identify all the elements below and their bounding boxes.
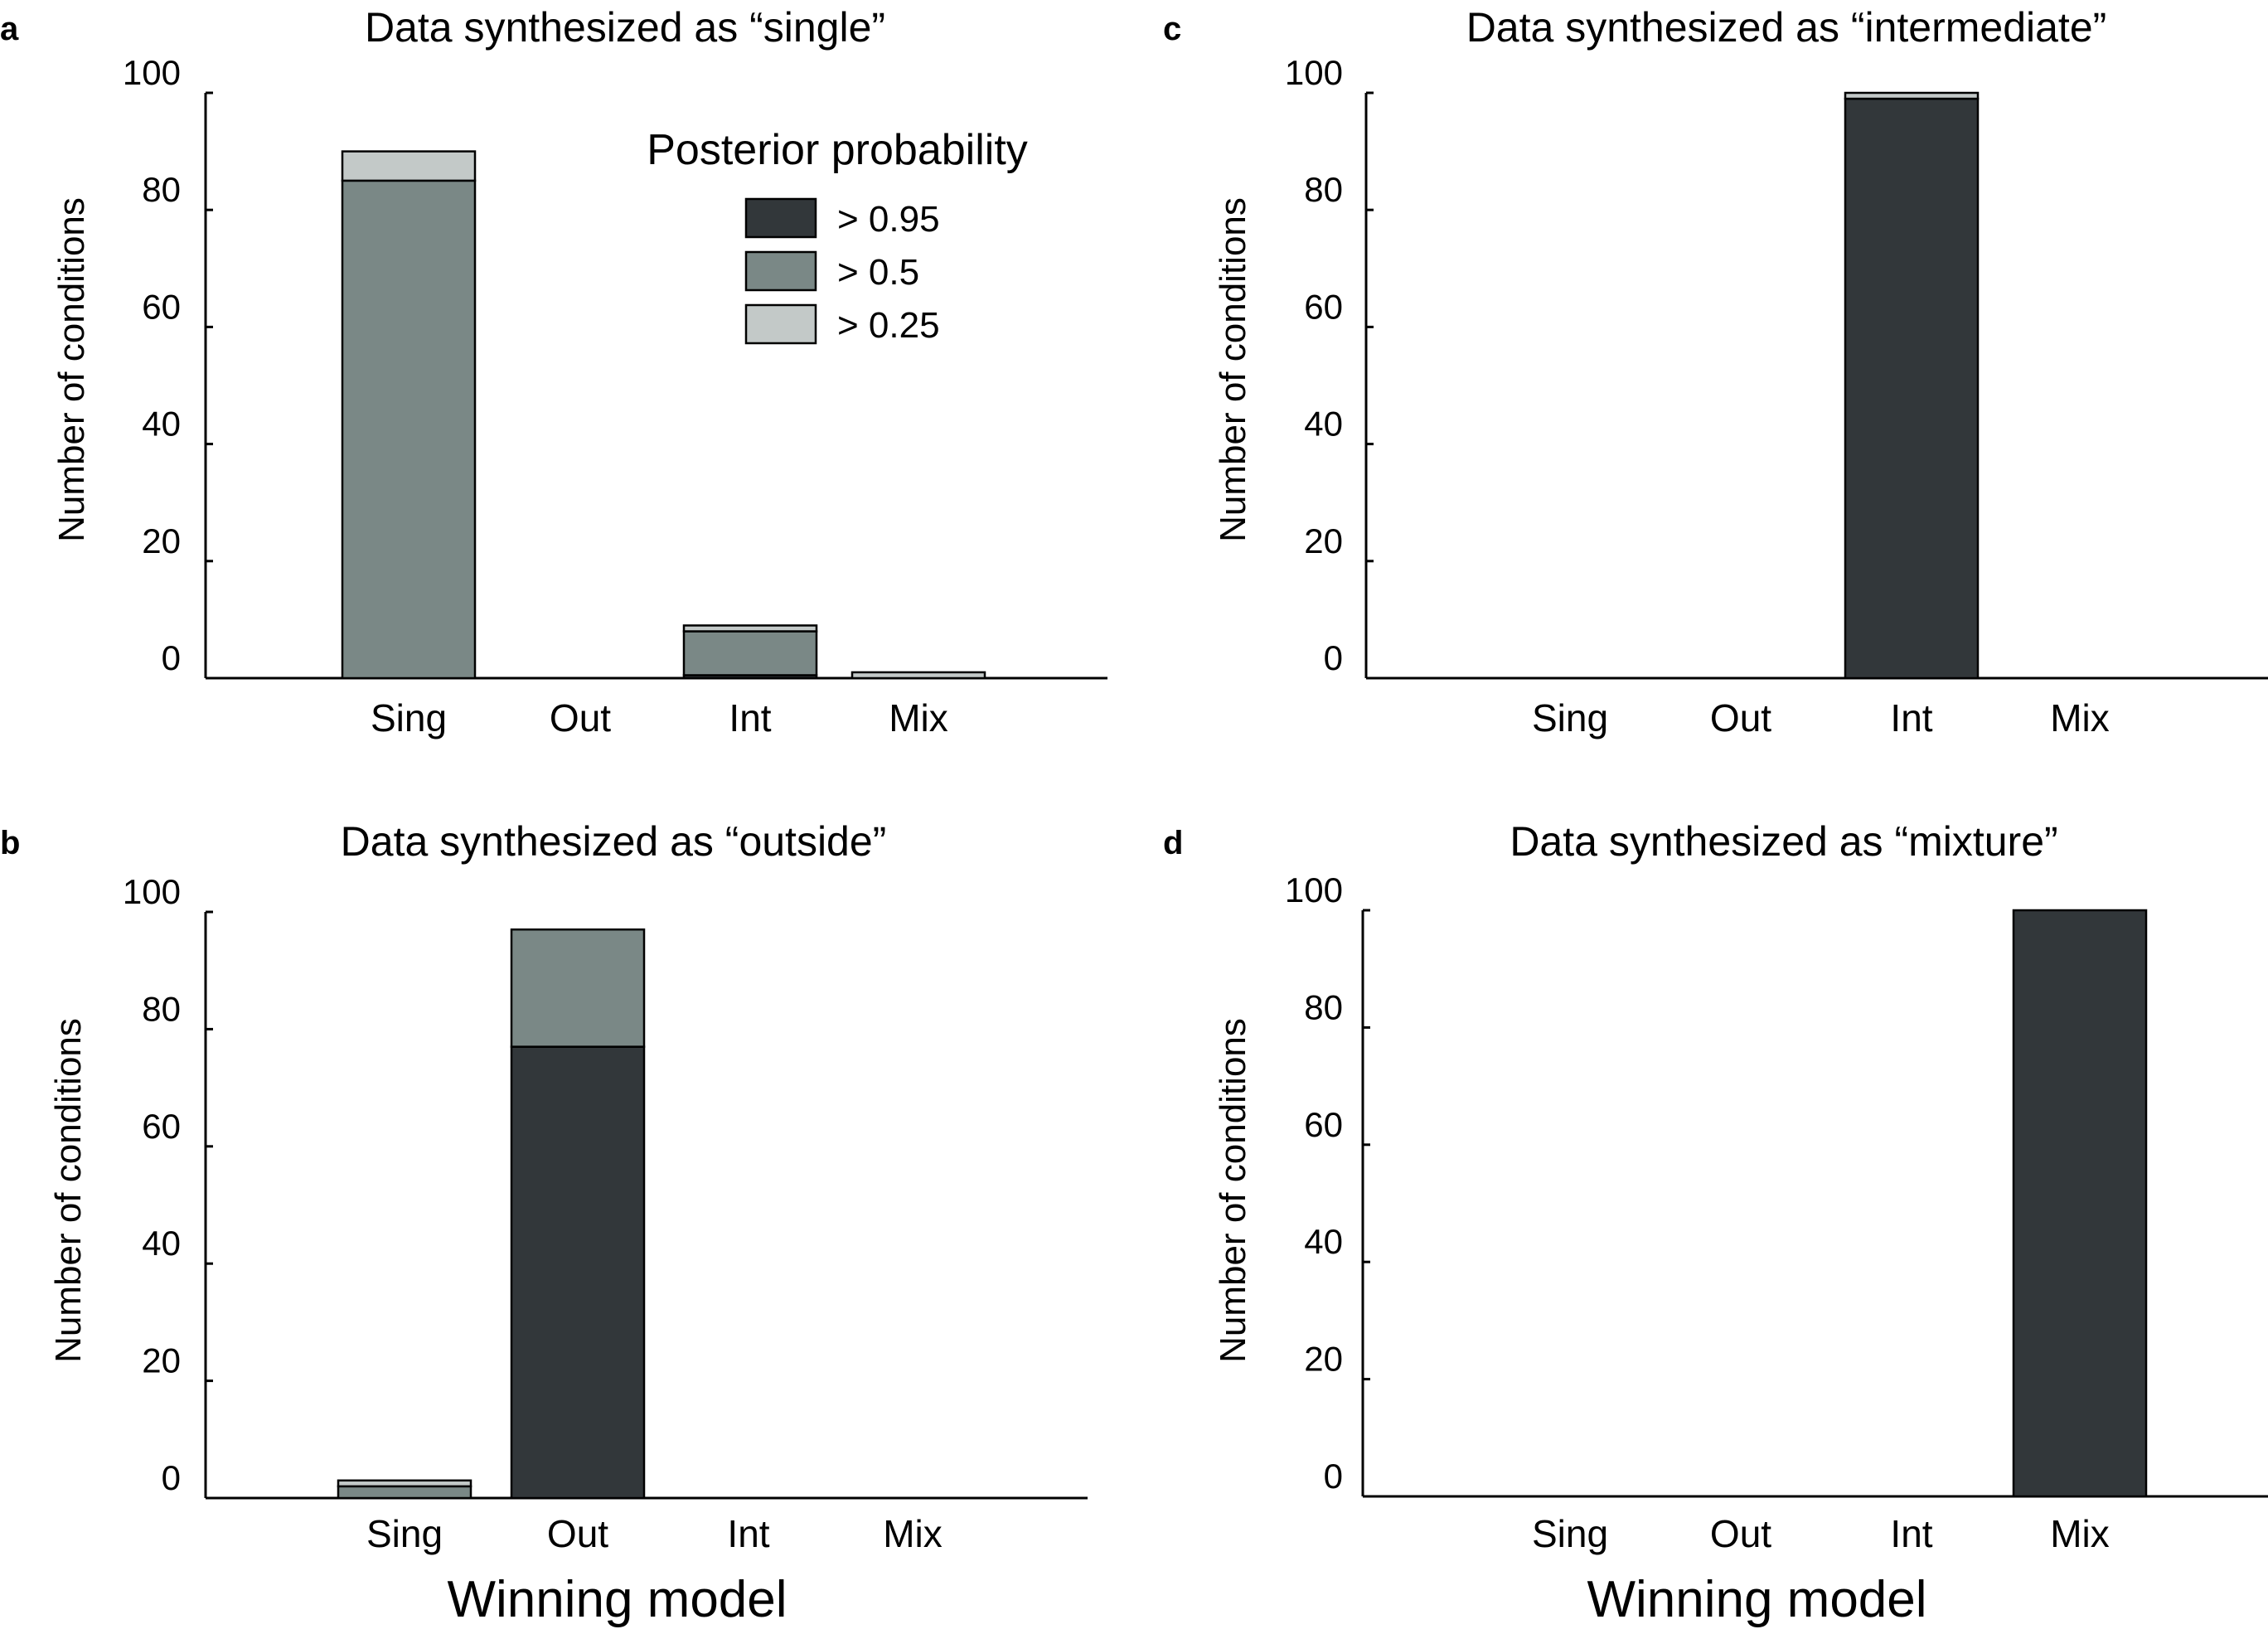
bar-int-p50 [682,630,818,676]
y-axis-label: Number of conditions [51,197,92,542]
x-tick-label: Sing [1532,696,1608,739]
bar-sing-p50 [341,179,477,680]
x-tick-label: Out [1710,1512,1771,1555]
legend-swatch-p25 [744,303,817,345]
y-tick-label: 60 [142,287,181,326]
bar-mix-p95 [2012,909,2148,1498]
legend-label-p25: > 0.25 [837,305,940,346]
y-tick-label: 20 [142,521,181,560]
y-tick-label: 80 [1304,170,1343,209]
x-tick-label: Mix [2050,1512,2110,1555]
y-tick-label: 100 [1285,870,1343,909]
panel-title: Data synthesized as “mixture” [1510,818,2057,865]
panel-c: c Data synthesized as “intermediate” Numbe… [1163,4,2268,739]
y-axis-label: Number of conditions [1213,1018,1253,1363]
y-tick-label: 0 [1324,638,1343,677]
y-tick-label: 100 [123,53,181,92]
x-tick-label: Out [550,696,611,739]
x-tick-label: Int [1890,696,1932,739]
bar-sing-p25 [337,1479,472,1488]
y-tick-label: 60 [1304,287,1343,326]
legend-swatch-p50 [744,250,817,292]
y-tick-label: 40 [142,405,181,444]
y-tick-label: 20 [1304,1340,1343,1379]
legend-label-p50: > 0.5 [837,252,919,293]
y-tick-label: 20 [1304,521,1343,560]
panel-letter: c [1163,11,1181,47]
panel-letter: b [0,825,20,861]
y-tick-label: 60 [1304,1105,1343,1144]
panel-a: a Data synthesized as “single” Number of c… [0,4,1107,739]
y-axis-label: Number of conditions [48,1018,89,1363]
y-tick-label: 0 [1324,1457,1343,1496]
panel-title: Data synthesized as “single” [365,4,885,51]
y-tick-label: 0 [162,1458,181,1497]
y-tick-label: 60 [142,1107,181,1146]
y-tick-label: 100 [1285,53,1343,92]
bar-sing-p50 [337,1485,472,1500]
x-tick-label: Sing [366,1512,443,1555]
legend-swatch-p95 [744,197,817,239]
x-tick-label: Mix [889,696,948,739]
y-tick-label: 0 [162,638,181,677]
x-tick-label: Mix [883,1512,943,1555]
y-tick-label: 80 [142,989,181,1028]
x-tick-label: Sing [1532,1512,1608,1555]
x-tick-label: Out [1710,696,1771,739]
y-axis-label: Number of conditions [1213,197,1253,542]
legend-label-p95: > 0.95 [837,199,940,240]
y-tick-label: 20 [142,1341,181,1380]
x-tick-label: Sing [371,696,447,739]
y-tick-label: 80 [142,170,181,209]
bar-int-p25 [1844,91,1980,100]
bar-out-p50 [510,928,646,1048]
x-tick-label: Out [547,1512,608,1555]
panel-b: b Data synthesized as “outside” Number of … [0,818,1088,1628]
bar-int-p25 [682,624,818,633]
bar-mix-p25 [850,671,986,680]
x-tick-label: Mix [2050,696,2110,739]
y-tick-label: 80 [1304,987,1343,1026]
panel-letter: d [1163,825,1183,861]
legend: Posterior probability > 0.95 > 0.5 > 0.25 [647,126,1028,346]
x-axis-label: Winning model [1587,1571,1926,1628]
x-tick-label: Int [1890,1512,1932,1555]
bar-out-p95 [510,1045,646,1500]
y-tick-label: 40 [142,1224,181,1263]
panel-title: Data synthesized as “intermediate” [1466,4,2107,51]
y-tick-label: 40 [1304,405,1343,444]
panel-letter: a [0,11,19,47]
panel-title: Data synthesized as “outside” [341,818,887,865]
x-tick-label: Int [729,696,771,739]
x-tick-label: Int [727,1512,769,1555]
bar-int-p95 [1844,97,1980,680]
panel-d: d Data synthesized as “mixture” Number of … [1163,818,2268,1628]
y-tick-label: 100 [123,872,181,911]
bar-sing-p25 [341,150,477,182]
y-tick-label: 40 [1304,1222,1343,1261]
legend-title: Posterior probability [647,126,1028,174]
x-axis-label: Winning model [447,1571,787,1628]
